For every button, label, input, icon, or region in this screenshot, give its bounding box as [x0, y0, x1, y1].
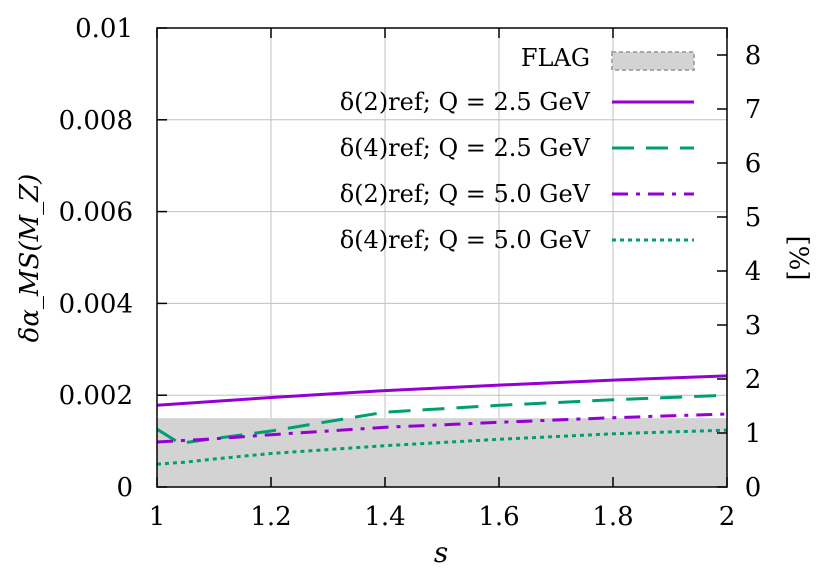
legend: FLAG δ(2)ref; Q = 2.5 GeV δ(4)ref; Q = 2.…	[340, 44, 695, 254]
legend-label-flag: FLAG	[521, 44, 590, 72]
y-tick-label: 0.004	[59, 289, 133, 319]
y2-tick-label: 1	[745, 419, 762, 449]
x-tick-label: 1.6	[478, 502, 519, 532]
series-lines	[156, 374, 728, 466]
legend-label-3: δ(2)ref; Q = 5.0 GeV	[340, 180, 591, 208]
grid-lines	[157, 28, 727, 487]
series-line-3	[156, 412, 728, 444]
y2-tick-label: 6	[745, 149, 762, 179]
plot-frame	[156, 27, 728, 488]
y-tick-label: 0.002	[59, 381, 133, 411]
series-line-2	[156, 393, 728, 445]
y2-tick-label: 3	[745, 311, 762, 341]
flag-band	[157, 418, 727, 487]
legend-swatch-flag	[611, 51, 695, 71]
x-tick-label: 1	[149, 502, 166, 532]
y-tick-label: 0.006	[59, 198, 133, 228]
legend-label-1: δ(2)ref; Q = 2.5 GeV	[340, 88, 591, 116]
x-axis-label: s	[434, 536, 448, 569]
axis-ticks: 1 1.2 1.4 1.6 1.8 200.0020.0040.0060.0080.010…	[59, 14, 762, 532]
y2-tick-label: 4	[745, 257, 762, 287]
y2-tick-label: 7	[745, 95, 762, 125]
legend-label-4: δ(4)ref; Q = 5.0 GeV	[340, 226, 591, 254]
y-axis-label: δα_MS(M_Z)	[15, 174, 45, 343]
legend-label-2: δ(4)ref; Q = 2.5 GeV	[340, 134, 591, 162]
x-tick-label: 1.2	[250, 502, 291, 532]
x-tick-label: 1.4	[364, 502, 405, 532]
y-tick-label: 0.01	[75, 14, 133, 44]
y2-tick-label: 8	[745, 41, 762, 71]
series-line-4	[156, 428, 728, 466]
x-tick-label: 1.8	[592, 502, 633, 532]
series-line-1	[156, 374, 728, 407]
y2-tick-label: 5	[745, 203, 762, 233]
y2-axis-label: [%]	[783, 236, 813, 281]
x-tick-label: 2	[719, 502, 736, 532]
y-tick-label: 0	[116, 473, 133, 503]
y2-tick-label: 2	[745, 365, 762, 395]
y2-tick-label: 0	[745, 473, 762, 503]
y-tick-label: 0.008	[59, 106, 133, 136]
